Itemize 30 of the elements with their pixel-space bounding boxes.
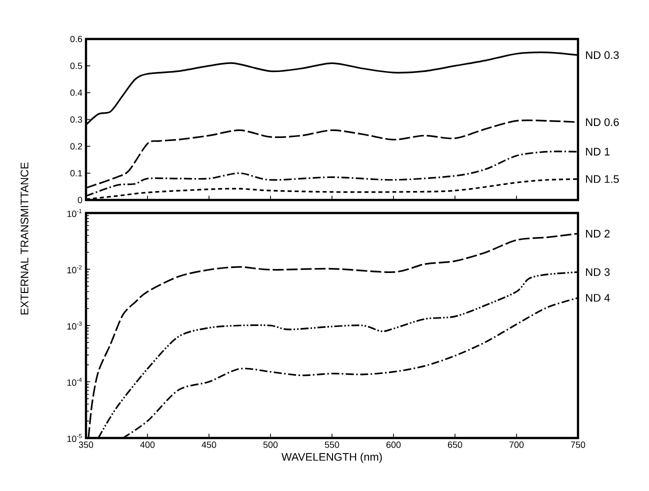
x-tick-label: 450: [202, 442, 216, 448]
series-label: ND 4: [586, 294, 610, 302]
x-tick-label: 550: [324, 442, 340, 448]
y-tick-label: 10$^{-5}$: [67, 434, 82, 442]
y-axis-title: EXTERNAL TRANSMITTANCE: [20, 162, 28, 314]
series-label: ND 2: [586, 230, 610, 238]
x-tick-label: 700: [509, 442, 524, 448]
series-label: ND 3: [586, 268, 610, 276]
x-tick-label: 650: [448, 442, 462, 448]
x-tick-label: 400: [140, 442, 155, 448]
y-tick-label: 0.2: [70, 143, 82, 150]
y-tick-label: 0.3: [70, 116, 82, 123]
y-tick-label: 10$^{-3}$: [67, 321, 82, 330]
series-label: ND 0.6: [586, 118, 619, 126]
series-label: ND 1.5: [586, 175, 619, 183]
y-tick-label: 0.4: [70, 89, 82, 96]
y-tick-label: 10$^{-4}$: [67, 378, 82, 386]
y-tick-label: 0.1: [70, 170, 82, 176]
x-tick-label: 500: [263, 442, 278, 448]
y-tick-label: 0.5: [70, 62, 82, 70]
y-tick-label: 10$^{-2}$: [67, 265, 82, 274]
y-tick-label: 0.6: [70, 36, 82, 42]
series-label: ND 1: [586, 148, 610, 156]
y-tick-label: 10$^{-1}$: [67, 208, 82, 218]
x-tick-label: 350: [78, 442, 94, 448]
y-tick-label: 0: [78, 196, 82, 204]
x-tick-label: 750: [570, 442, 586, 448]
x-tick-label: 600: [386, 442, 401, 448]
x-axis-title: WAVELENGTH (nm): [282, 452, 382, 463]
series-label: ND 0.3: [586, 51, 619, 59]
